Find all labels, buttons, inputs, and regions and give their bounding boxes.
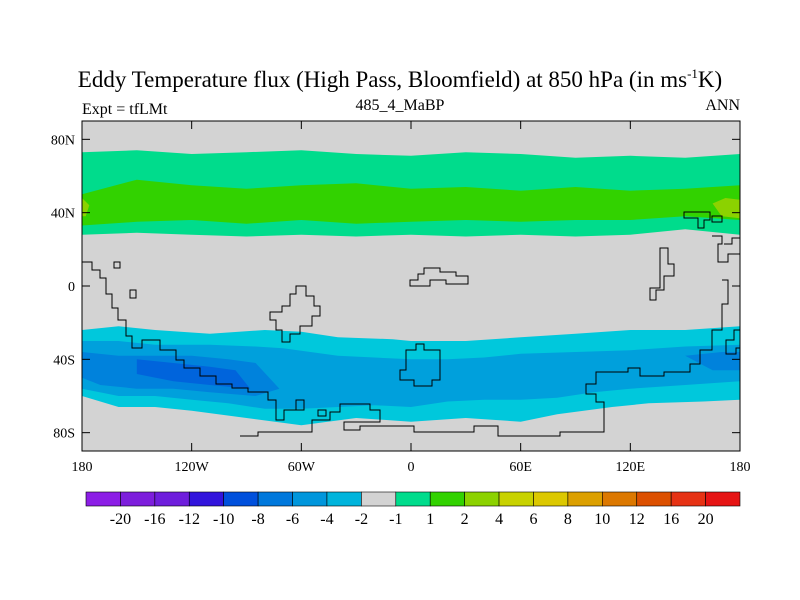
title-tail-text: K) <box>697 67 723 92</box>
colorbar-swatch <box>636 491 672 507</box>
colorbar-swatch <box>154 491 190 507</box>
colorbar-label: 20 <box>698 511 714 528</box>
colorbar-swatch <box>292 491 328 507</box>
colorbar-label: -1 <box>389 511 402 528</box>
region-nh-peak-west <box>82 198 90 217</box>
colorbar-swatch <box>120 491 156 507</box>
coastline-africa-north <box>409 267 469 287</box>
colorbar-label: -16 <box>144 511 165 528</box>
y-tick-label: 40N <box>51 207 75 222</box>
colorbar: -20 -16 -12 -10 -8 -6 -4 -2 -1 1 2 4 6 8 10 12 16 20 <box>85 491 741 528</box>
colorbar-label: -6 <box>286 511 299 528</box>
colorbar-label: 8 <box>564 511 572 528</box>
colorbar-label: -4 <box>320 511 333 528</box>
coastline-island-2 <box>129 289 137 299</box>
colorbar-swatch <box>223 491 259 507</box>
chart-title: Eddy Temperature flux (High Pass, Bloomf… <box>0 66 800 93</box>
x-tick-label: 180 <box>72 460 93 475</box>
coastline-small-1 <box>295 399 305 411</box>
coastline-east-lower <box>240 279 729 437</box>
colorbar-swatch <box>705 491 741 507</box>
colorbar-swatch <box>188 491 224 507</box>
colorbar-swatch <box>395 491 431 507</box>
coastline-antarctic-west <box>725 329 740 355</box>
x-tick-label: 180 <box>730 460 751 475</box>
colorbar-label: 12 <box>629 511 645 528</box>
title-superscript: -1 <box>687 66 698 81</box>
x-tick-label: 60E <box>509 460 532 475</box>
y-tick-label: 80N <box>51 133 75 148</box>
colorbar-swatch <box>498 491 534 507</box>
experiment-label: Expt = tfLMt <box>82 101 168 118</box>
colorbar-label: 6 <box>530 511 538 528</box>
region-nh-core-band <box>82 179 740 226</box>
colorbar-label: 1 <box>426 511 434 528</box>
colorbar-label: 2 <box>461 511 469 528</box>
colorbar-swatch <box>567 491 603 507</box>
coastline-andes <box>269 285 321 343</box>
x-tick-label: 120E <box>616 460 646 475</box>
coastline-east-rim <box>712 235 740 263</box>
x-tick-label: 60W <box>288 460 316 475</box>
coastline-asia-east <box>649 247 675 301</box>
colorbar-label: 10 <box>594 511 610 528</box>
region-sh-peak <box>136 359 251 389</box>
map-area <box>82 121 740 451</box>
colorbar-label: -12 <box>179 511 200 528</box>
coastline-east-islands <box>683 211 723 229</box>
contour-fills <box>82 150 740 426</box>
colorbar-swatch <box>429 491 465 507</box>
y-tick-label: 80S <box>53 427 75 442</box>
colorbar-swatch <box>326 491 362 507</box>
period-label: 485_4_MaBP <box>355 97 445 114</box>
colorbar-label: -10 <box>213 511 234 528</box>
colorbar-label: 16 <box>663 511 679 528</box>
coastline-south-america <box>82 261 300 421</box>
coastline-small-2 <box>317 409 327 417</box>
colorbar-swatch <box>533 491 569 507</box>
colorbar-swatch <box>464 491 500 507</box>
title-main-text: Eddy Temperature flux (High Pass, Bloomf… <box>77 67 688 92</box>
y-tick-label: 40S <box>53 353 75 368</box>
season-label: ANN <box>705 97 740 114</box>
colorbar-label: -2 <box>355 511 368 528</box>
colorbar-label: -20 <box>110 511 131 528</box>
coastline-island-1 <box>113 261 121 269</box>
x-axis: 180 120W 60W 0 60E 120E 180 <box>72 121 751 475</box>
coastline-africa-south <box>399 343 441 387</box>
colorbar-swatch <box>85 491 121 507</box>
x-tick-label: 120W <box>175 460 210 475</box>
coastline-outlines <box>82 211 740 437</box>
y-tick-label: 0 <box>68 280 75 295</box>
colorbar-label: -8 <box>251 511 264 528</box>
y-axis: 80N 40N 0 40S 80S <box>51 133 740 442</box>
colorbar-label: 4 <box>495 511 503 528</box>
colorbar-swatch <box>361 491 397 507</box>
colorbar-swatch <box>257 491 293 507</box>
region-sh-core-east <box>685 352 740 371</box>
colorbar-swatch <box>602 491 638 507</box>
colorbar-swatch <box>670 491 706 507</box>
x-tick-label: 0 <box>408 460 415 475</box>
